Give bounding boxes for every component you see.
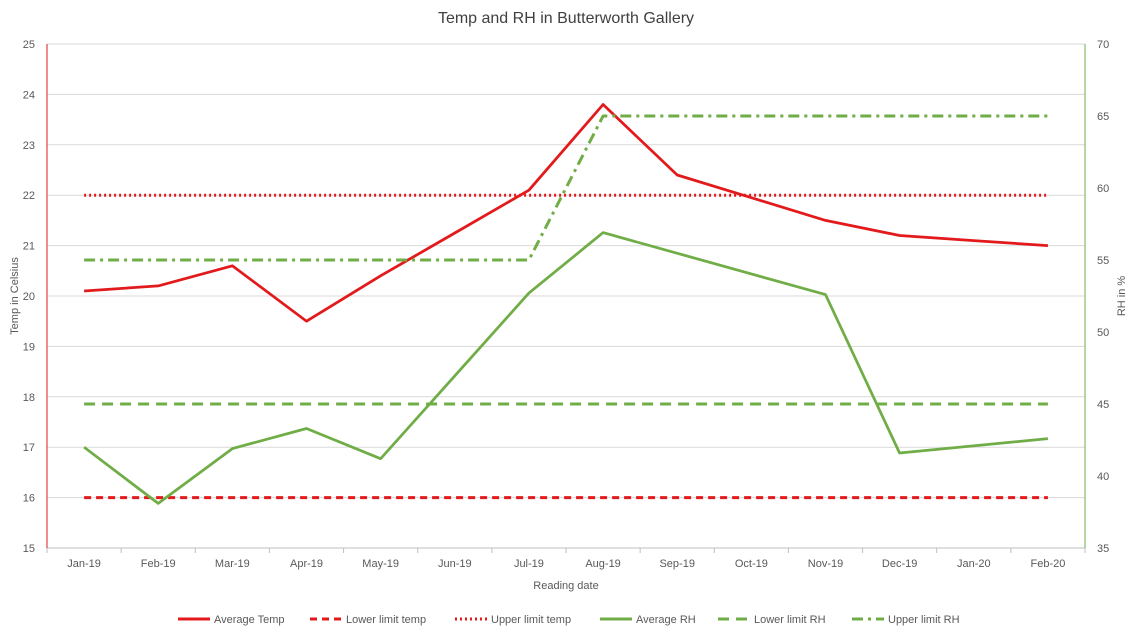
y2-tick-label: 70 xyxy=(1097,39,1109,51)
y-tick-label: 15 xyxy=(23,543,35,555)
series-line-average-rh xyxy=(83,231,1049,505)
y-tick-label: 22 xyxy=(23,190,35,202)
x-tick-label: Jun-19 xyxy=(438,558,472,570)
legend-label: Upper limit temp xyxy=(491,614,571,626)
y-tick-label: 25 xyxy=(23,39,35,51)
gridlines xyxy=(47,43,1085,549)
x-tick-label: Mar-19 xyxy=(215,558,250,570)
y2-tick-label: 45 xyxy=(1097,399,1109,411)
y-tick-label: 19 xyxy=(23,341,35,353)
series-lines xyxy=(83,103,1049,505)
y2-tick-label: 50 xyxy=(1097,327,1109,339)
x-tick-label: Aug-19 xyxy=(585,558,620,570)
y-tick-label: 24 xyxy=(23,89,35,101)
legend-label: Average RH xyxy=(636,614,696,626)
y-tick-label: 20 xyxy=(23,291,35,303)
y-tick-label: 16 xyxy=(23,493,35,505)
legend-label: Lower limit RH xyxy=(754,614,826,626)
y-tick-label: 21 xyxy=(23,241,35,253)
x-tick-label: Nov-19 xyxy=(808,558,843,570)
legend: Average Temp Lower limit temp Upper limit … xyxy=(178,614,960,626)
series-line-average-temp xyxy=(84,103,1048,323)
series-line-upper-limit-rh xyxy=(84,114,1048,262)
y2-axis-title: RH in % xyxy=(1116,276,1128,317)
x-axis-ticks: Jan-19 Feb-19 Mar-19 Apr-19 May-19 Jun-19 Jul-… xyxy=(67,558,1065,570)
legend-label: Average Temp xyxy=(214,614,285,626)
y-tick-label: 18 xyxy=(23,392,35,404)
y-axis-ticks: 15 16 17 18 19 20 21 22 23 24 25 xyxy=(23,39,35,555)
x-tick-label: Dec-19 xyxy=(882,558,917,570)
x-tick-label: Jan-20 xyxy=(957,558,991,570)
x-tick-label: May-19 xyxy=(362,558,399,570)
y-axis-title: Temp in Celsius xyxy=(9,257,21,335)
y2-tick-label: 60 xyxy=(1097,183,1109,195)
y2-tick-label: 35 xyxy=(1097,543,1109,555)
x-tick-label: Jan-19 xyxy=(67,558,101,570)
x-tick-label: Oct-19 xyxy=(735,558,768,570)
chart-title: Temp and RH in Butterworth Gallery xyxy=(438,10,694,27)
y2-tick-label: 40 xyxy=(1097,471,1109,483)
y2-tick-label: 55 xyxy=(1097,255,1109,267)
x-tick-label: Sep-19 xyxy=(659,558,694,570)
legend-label: Upper limit RH xyxy=(888,614,960,626)
y-tick-label: 17 xyxy=(23,442,35,454)
x-tick-label: Feb-19 xyxy=(141,558,176,570)
y2-axis-ticks: 35 40 45 50 55 60 65 70 xyxy=(1097,39,1109,555)
y2-tick-label: 65 xyxy=(1097,111,1109,123)
x-axis-title: Reading date xyxy=(533,580,598,592)
axes xyxy=(46,44,1086,553)
legend-label: Lower limit temp xyxy=(346,614,426,626)
x-tick-label: Jul-19 xyxy=(514,558,544,570)
x-tick-label: Apr-19 xyxy=(290,558,323,570)
x-tick-label: Feb-20 xyxy=(1030,558,1065,570)
y-tick-label: 23 xyxy=(23,140,35,152)
